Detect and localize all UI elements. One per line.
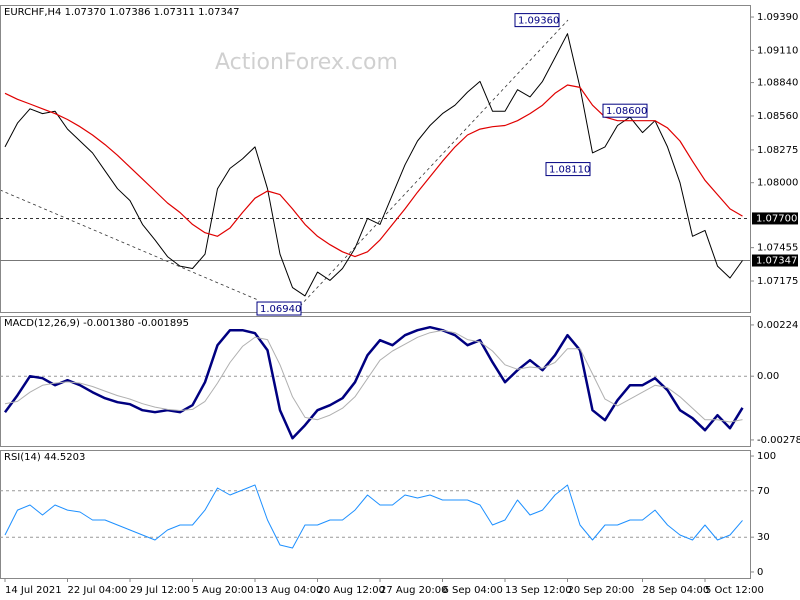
annotation-label: 1.09360 <box>518 16 559 27</box>
x-tick-label: 20 Sep 20:00 <box>568 585 635 596</box>
y-tick-label: 70 <box>757 486 770 497</box>
price-box <box>752 212 798 225</box>
pane-title: MACD(12,26,9) -0.001380 -0.001895 <box>4 318 189 329</box>
series-line <box>4 33 743 297</box>
x-tick-label: 5 Oct 12:00 <box>705 585 764 596</box>
annotation-label: 1.08110 <box>549 165 590 176</box>
y-tick-label: 1.09390 <box>757 12 798 23</box>
x-tick-label: 29 Jul 12:00 <box>130 585 190 596</box>
series-line <box>4 329 743 423</box>
price-box-label: 1.07347 <box>756 256 797 267</box>
pane-title: EURCHF,H4 1.07370 1.07386 1.07311 1.0734… <box>4 7 240 18</box>
trend-line <box>299 19 569 307</box>
annotation-label: 1.06940 <box>260 304 301 315</box>
x-tick-label: 5 Aug 20:00 <box>193 585 254 596</box>
annotation-box <box>256 301 302 316</box>
annotation-box <box>602 103 648 118</box>
pane-frame <box>0 5 751 313</box>
y-tick-label: 0 <box>757 567 763 578</box>
x-tick-label: 22 Jul 04:00 <box>68 585 128 596</box>
y-tick-label: 1.08275 <box>757 145 798 156</box>
trend-line <box>0 189 259 301</box>
x-tick-label: 28 Sep 04:00 <box>643 585 710 596</box>
price-box <box>752 254 798 267</box>
y-tick-label: 1.08000 <box>757 178 798 189</box>
x-tick-label: 13 Aug 04:00 <box>255 585 322 596</box>
price-box-label: 1.07700 <box>756 213 797 224</box>
y-tick-label: -0.002785 <box>757 435 800 446</box>
pane-frame <box>0 450 751 579</box>
y-tick-label: 1.08840 <box>757 78 798 89</box>
y-tick-label: 0.00224 <box>757 320 798 331</box>
y-tick-label: 30 <box>757 532 770 543</box>
annotation-box <box>514 13 560 28</box>
y-tick-label: 1.09110 <box>757 45 798 56</box>
annotation-label: 1.08600 <box>606 106 647 117</box>
y-tick-label: 1.07455 <box>757 243 798 254</box>
y-tick-label: 1.07175 <box>757 276 798 287</box>
annotation-box <box>545 162 591 177</box>
x-tick-label: 27 Aug 20:00 <box>380 585 447 596</box>
pane-title: RSI(14) 44.5203 <box>4 452 85 463</box>
series-line <box>4 84 743 258</box>
series-line <box>4 484 743 549</box>
x-tick-label: 6 Sep 04:00 <box>443 585 503 596</box>
pane-frame <box>0 316 751 447</box>
y-tick-label: 100 <box>757 451 776 462</box>
x-tick-label: 14 Jul 2021 <box>5 585 62 596</box>
x-tick-label: 13 Sep 12:00 <box>505 585 572 596</box>
series-line <box>3 325 744 440</box>
y-tick-label: 0.00 <box>757 371 779 382</box>
x-tick-label: 20 Aug 12:00 <box>318 585 385 596</box>
y-tick-label: 1.08560 <box>757 111 798 122</box>
watermark: ActionForex.com <box>215 50 398 75</box>
